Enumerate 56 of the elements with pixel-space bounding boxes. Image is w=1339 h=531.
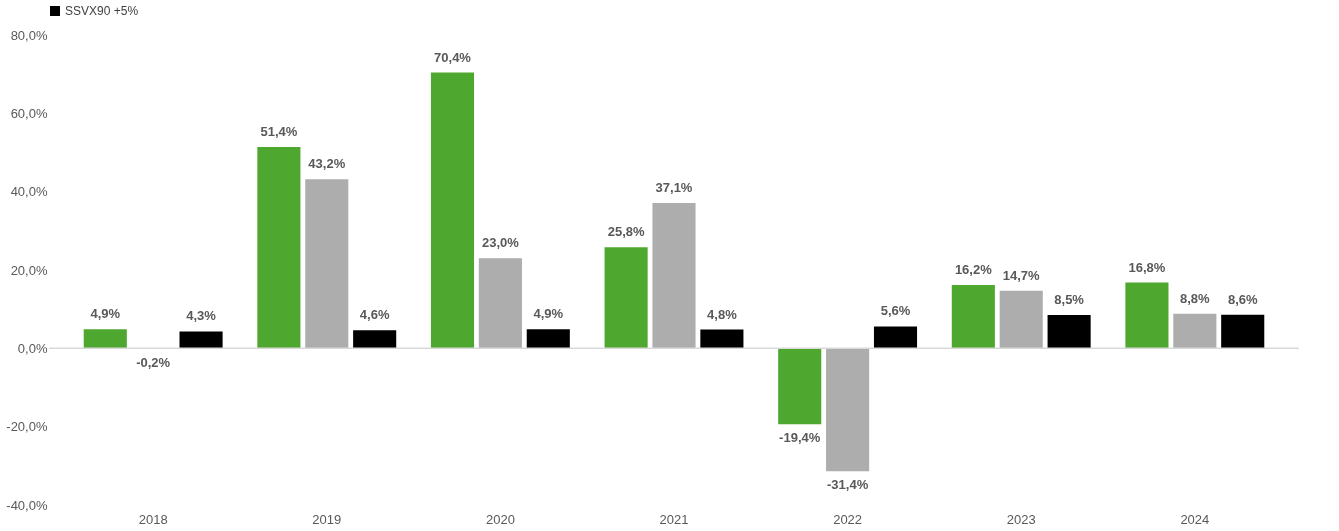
data-label: 16,8% [1128,259,1166,275]
data-label: 8,6% [1227,291,1258,307]
bar [951,284,995,349]
x-tick-label: 2022 [833,511,863,527]
bar [826,348,870,472]
data-label: 4,9% [533,306,564,322]
bar [999,290,1043,349]
bar [873,326,918,349]
y-tick-label: 40,0% [10,184,48,200]
bar [478,258,522,349]
bar [526,329,570,349]
y-tick-label: 60,0% [10,105,48,121]
data-label: -19,4% [779,430,821,446]
x-tick-label: 2023 [1006,511,1036,527]
x-tick-label: 2019 [312,511,342,527]
bar [353,330,397,349]
y-tick-label: 80,0% [10,27,48,43]
data-label: 5,6% [880,303,911,319]
y-tick-label: -40,0% [6,497,48,513]
bar [257,147,301,349]
data-label: 51,4% [260,124,298,140]
data-label: 16,2% [954,261,993,277]
bar [1047,315,1091,349]
data-label: 4,3% [186,308,217,324]
bar [305,179,349,349]
y-tick-label: 0,0% [17,340,48,356]
data-label: 23,0% [481,235,520,251]
data-label: 14,7% [1002,267,1041,283]
data-label: 8,5% [1054,292,1085,308]
y-tick-label: 20,0% [10,262,48,278]
bar [1125,282,1169,349]
data-label: -0,2% [136,355,171,371]
data-label: 25,8% [607,224,645,240]
data-label: 8,8% [1180,290,1211,306]
bar [430,72,475,349]
bar [652,203,696,349]
bar [778,348,822,425]
legend-label: SSVX90 +5% [65,4,139,18]
y-tick-label: -20,0% [6,419,48,435]
bar [604,247,648,349]
data-label: 4,9% [90,306,121,322]
data-label: 37,1% [655,180,693,196]
data-label: -31,4% [827,477,869,493]
data-label: 4,8% [707,306,738,322]
x-tick-label: 2024 [1180,511,1210,527]
x-tick-label: 2018 [138,511,168,527]
bar [700,329,744,349]
bar [83,329,127,349]
bar [1173,313,1217,349]
x-tick-label: 2021 [659,511,689,527]
x-tick-label: 2020 [485,511,515,527]
data-label: 4,6% [359,307,390,323]
data-label: 43,2% [308,156,346,172]
bar [179,331,223,349]
bar [1221,314,1265,349]
data-label: 70,4% [434,49,472,65]
